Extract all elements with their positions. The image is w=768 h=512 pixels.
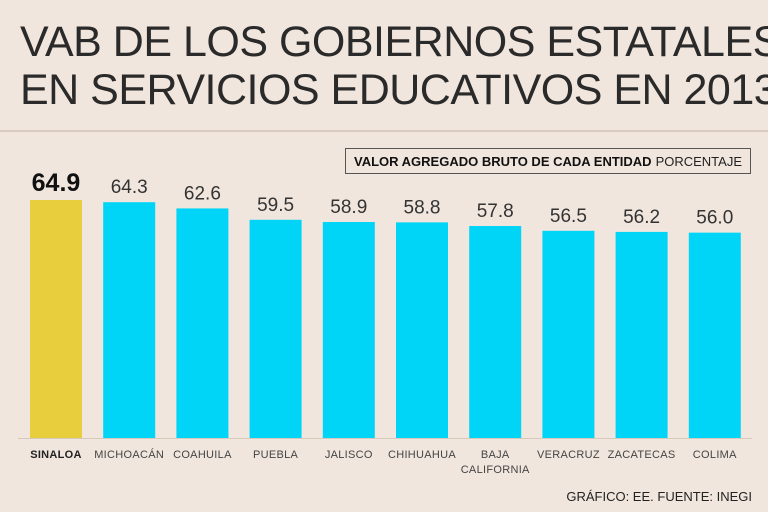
category-label-9: COLIMA [693, 449, 737, 461]
value-label-1: 64.3 [111, 177, 148, 198]
value-label-6: 57.8 [477, 201, 514, 222]
title-divider [0, 130, 768, 132]
value-label-4: 58.9 [330, 197, 367, 218]
source-note: GRÁFICO: EE. FUENTE: INEGI [566, 489, 752, 504]
category-label-1: MICHOACÁN [94, 448, 164, 461]
chart-title: VAB DE LOS GOBIERNOS ESTATALES EN SERVIC… [20, 18, 768, 114]
bar-0 [30, 200, 82, 438]
value-label-2: 62.6 [184, 183, 221, 204]
title-line-2: EN SERVICIOS EDUCATIVOS EN 2013 [20, 66, 768, 114]
bar-8 [615, 231, 668, 438]
value-label-8: 56.2 [623, 207, 660, 228]
bar-1 [103, 202, 156, 438]
category-label-7: VERACRUZ [537, 449, 600, 461]
category-label-3: PUEBLA [253, 449, 299, 461]
category-label-2: COAHUILA [173, 449, 232, 461]
legend-box: VALOR AGREGADO BRUTO DE CADA ENTIDAD POR… [345, 148, 751, 174]
legend-label: VALOR AGREGADO BRUTO DE CADA ENTIDAD [354, 153, 652, 169]
bar-2 [176, 208, 229, 438]
bar-7 [542, 230, 595, 438]
bar-3 [249, 219, 302, 438]
bar-5 [396, 222, 448, 438]
bar-6 [469, 226, 522, 438]
category-label-6: BAJA CALIFORNIA [461, 449, 530, 476]
category-label-8: ZACATECAS [608, 449, 676, 461]
legend-unit: PORCENTAJE [655, 153, 742, 169]
value-label-0: 64.9 [32, 169, 81, 197]
value-label-5: 58.8 [404, 197, 441, 218]
category-label-5: CHIHUAHUA [388, 449, 456, 461]
category-label-0: SINALOA [30, 449, 82, 461]
category-label-4: JALISCO [325, 449, 373, 461]
value-label-3: 59.5 [257, 195, 294, 216]
bar-9 [688, 232, 741, 438]
value-label-7: 56.5 [550, 206, 587, 227]
bar-4 [322, 222, 375, 438]
title-line-1: VAB DE LOS GOBIERNOS ESTATALES [20, 18, 768, 66]
value-label-9: 56.0 [696, 208, 733, 229]
